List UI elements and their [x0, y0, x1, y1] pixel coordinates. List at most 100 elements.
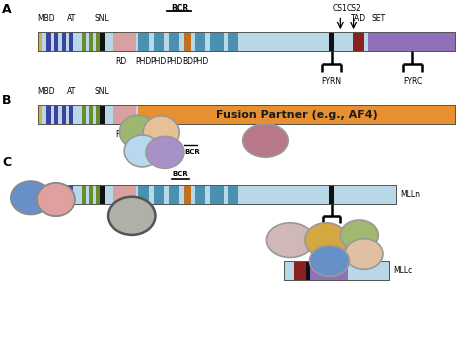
Text: A: A — [2, 3, 12, 16]
Bar — [69, 32, 73, 51]
Bar — [42, 32, 46, 51]
Text: CREBBP: CREBBP — [279, 238, 301, 243]
Bar — [89, 185, 93, 204]
Bar — [38, 105, 455, 124]
Bar — [38, 185, 396, 204]
Bar — [66, 185, 69, 204]
Bar — [210, 32, 224, 51]
Bar — [179, 32, 184, 51]
Ellipse shape — [124, 135, 160, 167]
Bar — [51, 32, 54, 51]
Text: CYP33: CYP33 — [255, 137, 276, 144]
Bar — [195, 185, 205, 204]
Bar — [353, 32, 364, 51]
Text: MBD: MBD — [37, 87, 55, 96]
Bar — [38, 105, 455, 124]
Text: MEN1: MEN1 — [46, 196, 66, 203]
Bar — [58, 185, 62, 204]
Bar — [310, 261, 348, 280]
Text: BD: BD — [182, 57, 193, 66]
Bar — [169, 185, 179, 204]
Text: RD: RD — [115, 130, 127, 139]
Bar — [96, 185, 100, 204]
Bar — [238, 32, 329, 51]
Text: AT: AT — [67, 15, 77, 24]
Text: PHD: PHD — [166, 57, 182, 66]
Bar — [86, 32, 89, 51]
Ellipse shape — [37, 183, 75, 216]
Bar — [82, 105, 86, 124]
Text: LEDGF: LEDGF — [20, 195, 41, 200]
Bar — [329, 185, 334, 204]
Bar — [284, 261, 389, 280]
Text: BCR: BCR — [172, 171, 188, 177]
Ellipse shape — [243, 124, 288, 157]
Bar — [77, 185, 82, 204]
Bar — [364, 32, 368, 51]
Bar — [46, 32, 51, 51]
Text: ASH2L: ASH2L — [349, 233, 369, 238]
Bar — [334, 32, 353, 51]
Bar — [62, 32, 66, 51]
Bar — [38, 32, 455, 51]
Text: MLLn: MLLn — [401, 190, 420, 199]
Text: C: C — [2, 156, 11, 169]
Bar — [169, 32, 179, 51]
Bar — [105, 105, 113, 124]
Text: BCR: BCR — [185, 149, 201, 155]
Bar — [96, 105, 100, 124]
Text: TAD: TAD — [351, 15, 366, 24]
Text: B: B — [2, 94, 12, 107]
Bar — [228, 185, 238, 204]
Ellipse shape — [108, 197, 155, 235]
Text: FYRN: FYRN — [322, 77, 342, 86]
Bar — [105, 32, 113, 51]
Ellipse shape — [146, 136, 184, 168]
Bar — [154, 32, 164, 51]
Bar — [54, 185, 58, 204]
Text: HPC2: HPC2 — [133, 148, 152, 154]
Text: RD: RD — [115, 57, 127, 66]
Bar — [154, 185, 164, 204]
Text: AT: AT — [67, 87, 77, 96]
Bar — [66, 32, 69, 51]
Text: SNL: SNL — [94, 15, 109, 24]
Ellipse shape — [143, 116, 179, 149]
Bar — [100, 32, 105, 51]
Text: PHD: PHD — [151, 57, 167, 66]
Text: CS2: CS2 — [346, 4, 361, 13]
Text: BMI1: BMI1 — [153, 129, 170, 136]
Text: PHD: PHD — [192, 57, 208, 66]
Bar — [105, 185, 113, 204]
Bar — [179, 185, 184, 204]
Bar — [96, 32, 100, 51]
Bar — [329, 32, 334, 51]
Bar — [77, 105, 82, 124]
Text: SET: SET — [372, 15, 386, 24]
Bar — [86, 105, 89, 124]
Bar — [284, 261, 389, 280]
Bar — [348, 261, 389, 280]
Bar — [195, 32, 205, 51]
Bar — [62, 185, 66, 204]
Ellipse shape — [11, 181, 51, 214]
Bar — [149, 185, 154, 204]
Bar — [38, 185, 396, 204]
Bar — [224, 32, 228, 51]
Bar — [93, 105, 96, 124]
Bar — [73, 185, 77, 204]
Bar — [100, 105, 105, 124]
Bar — [51, 105, 54, 124]
Bar — [69, 105, 73, 124]
Bar — [38, 105, 42, 124]
Bar — [238, 185, 329, 204]
Ellipse shape — [119, 115, 155, 149]
Bar — [82, 32, 86, 51]
Text: Fusion Partner (e.g., AF4): Fusion Partner (e.g., AF4) — [216, 110, 378, 119]
Bar — [38, 32, 42, 51]
Bar — [73, 105, 77, 124]
Bar — [69, 185, 73, 204]
Bar — [224, 185, 228, 204]
Bar — [58, 105, 62, 124]
Bar — [191, 185, 195, 204]
